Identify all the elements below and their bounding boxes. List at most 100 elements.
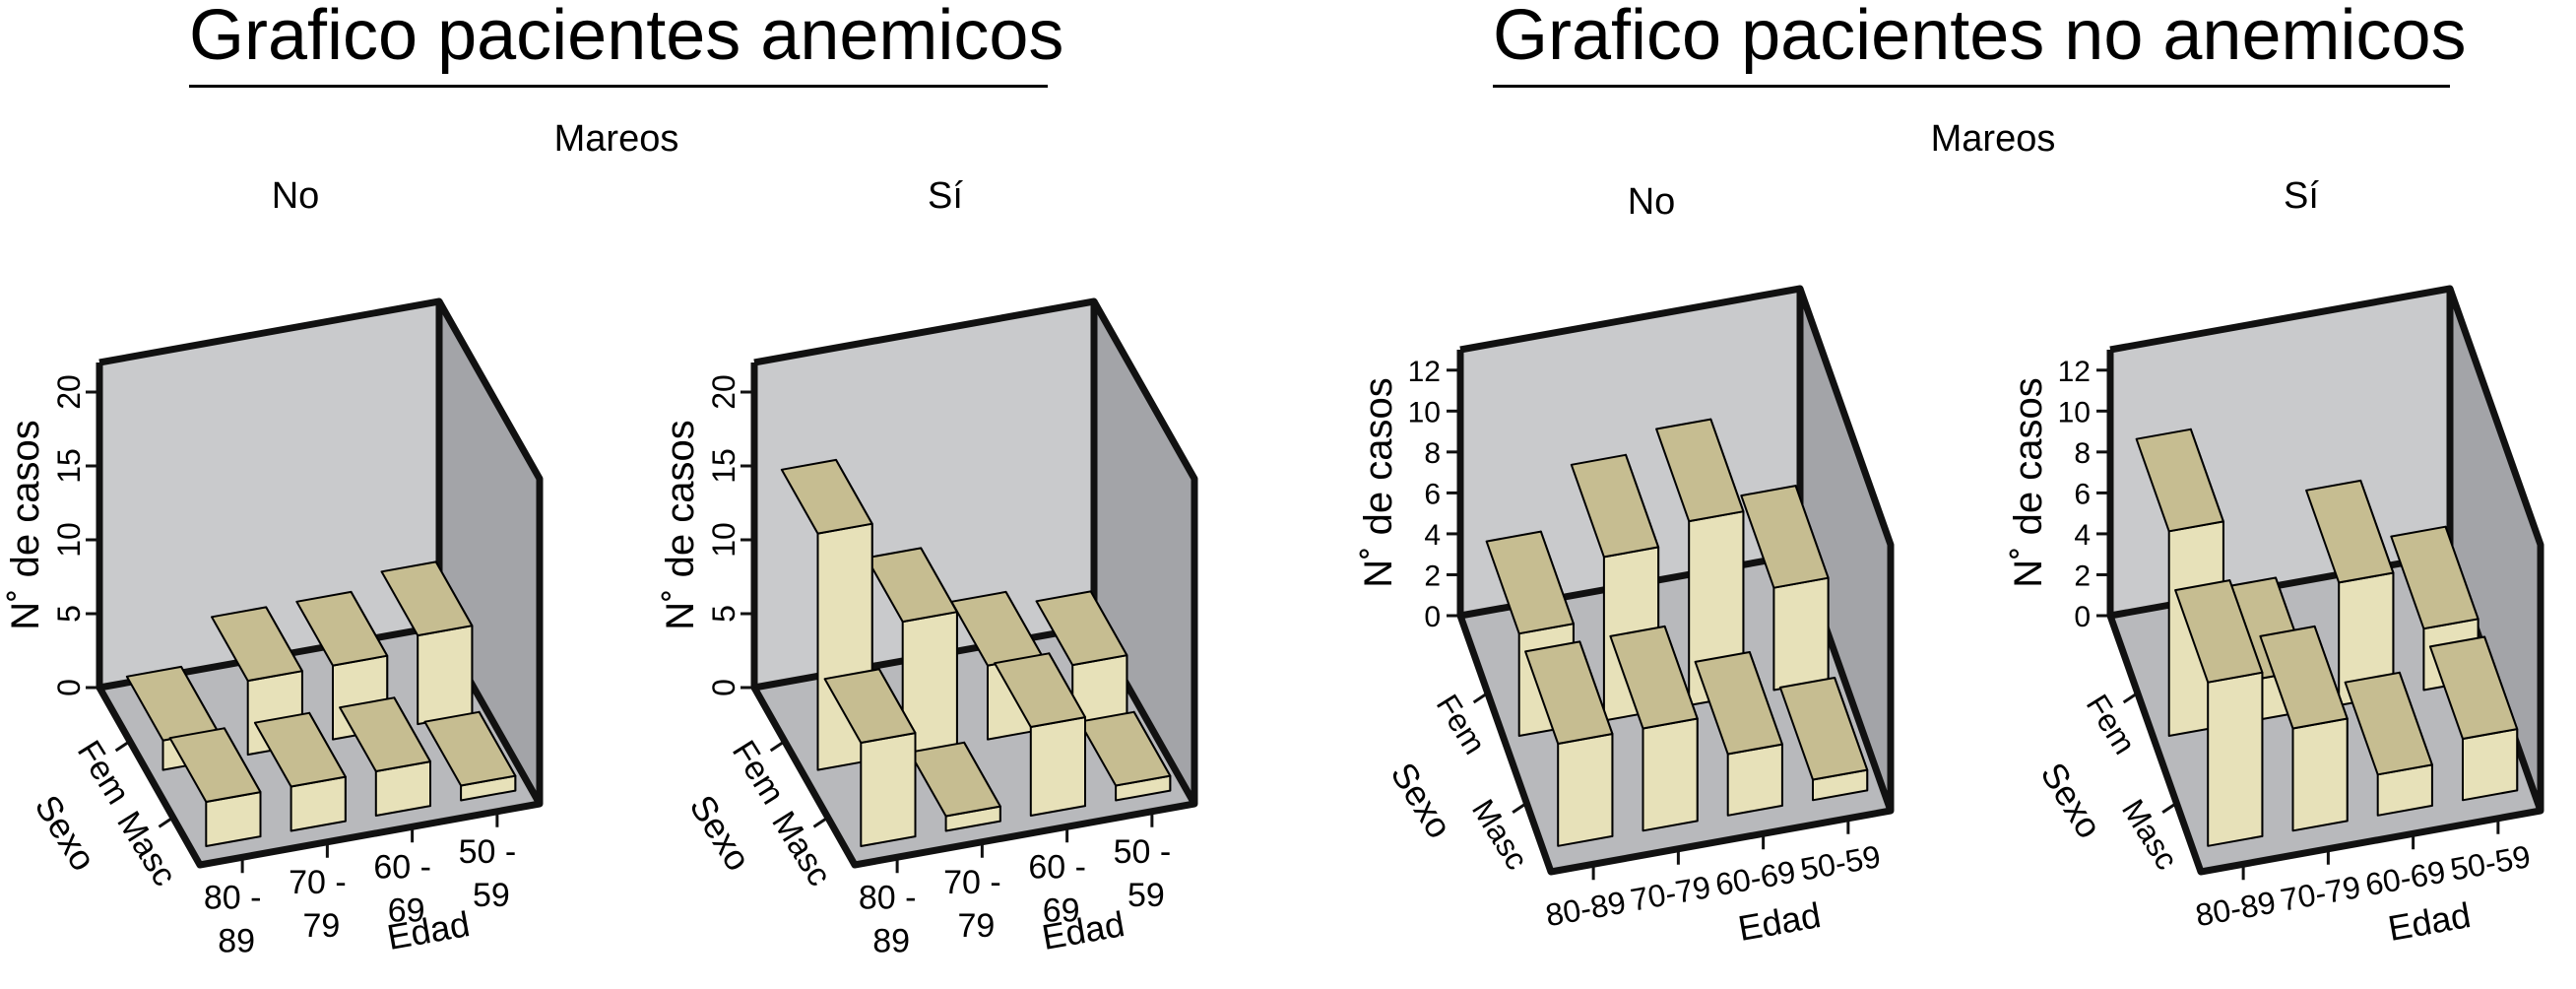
bar-masc-3 [1694,651,1783,817]
bar-masc-4 [423,710,517,802]
x-tick-label: 60-69 [1712,854,1798,903]
z-tick-label: Fem [725,734,792,811]
z-tick-label: Fem [1430,688,1493,759]
y-axis-title: N˚ de casos [4,420,47,629]
x-tick-label: 60 - 69 [373,848,431,929]
y-tick-label: 8 [1424,437,1441,470]
z-tick [2161,803,2175,815]
x-tick-label: 70-79 [2278,869,2363,918]
bar-front [2291,717,2349,832]
y-axis-title: N˚ de casos [659,420,702,629]
bar-top [2390,525,2479,630]
z-tick [158,818,172,828]
bar-top [1740,485,1830,589]
bar-top [168,727,262,803]
bar3d-chart-2: 0 5 10 15 20N˚ de casos 80 - 89 70 - 79 60 - 69 50 … [659,297,1198,959]
bar-masc-2 [908,741,1001,832]
x-tick-line: 80 - [204,879,262,916]
x-tick-line: 50 - [459,833,517,871]
floor-frame [2106,614,2542,876]
side-wall [1800,289,1891,811]
x-tick-line: 89 [218,922,255,959]
y-tick-label: 4 [1424,519,1441,552]
bar-top [339,696,431,772]
bar-front [1642,717,1699,832]
x-tick-line: 80 - [859,879,917,916]
bar-top [1035,590,1128,667]
y-tick-label: 20 [51,374,87,410]
bar-masc-3 [2344,671,2433,817]
x-tick-line: 60 - [1028,848,1086,886]
z-tick [114,741,129,753]
y-tick-label: 5 [706,605,741,623]
bar-masc-1 [823,668,917,847]
bar-fem-4 [1740,485,1830,692]
bar-top [2305,479,2395,584]
y-tick-label: 5 [51,605,87,623]
x-tick-label: 50 - 59 [459,833,517,914]
x-tick-label: 60 - 69 [1028,848,1086,929]
panel-label-anemicos-si: Sí [928,175,963,217]
bar-top [423,710,517,787]
z-axis-title: Sexo [27,788,103,878]
y-tick-label: 2 [2074,560,2091,592]
x-tick-label: 60-69 [2362,854,2448,903]
y-tick-label: 0 [51,679,87,696]
bar-front [860,732,917,847]
y-tick-label: 0 [706,679,741,696]
bar-top [295,590,389,667]
x-tick-label: 80 - 89 [859,879,917,959]
x-tick-label: 50 - 59 [1114,833,1172,914]
panel-label-no-anemicos-si: Sí [2284,175,2319,217]
side-frame [435,299,544,808]
x-tick-label: 70 - 79 [943,864,1001,945]
x-tick-label: 70-79 [1628,869,1713,918]
bar-top [2174,579,2264,684]
y-tick-label: 6 [1424,478,1441,510]
x-tick-label: 80-89 [1543,885,1629,934]
bar-masc-3 [994,652,1086,817]
x-tick-line: 60 - [373,848,431,886]
bar-masc-4 [1078,710,1172,802]
bar-top [1570,453,1660,559]
bar-masc-1 [1524,640,1614,847]
bar-masc-2 [2259,625,2349,832]
side-wall [1094,301,1194,804]
bar-top [1694,651,1783,756]
bar-front [1772,576,1830,692]
y-axis-title: N˚ de casos [1357,377,1400,587]
x-tick-line: 59 [1127,877,1165,914]
x-tick-label: 70 - 79 [289,864,347,945]
floor-frame [96,686,541,869]
x-tick-label: 50-59 [2448,838,2534,888]
bar-top [908,741,1001,818]
y-tick-label: 12 [1408,356,1441,388]
facet-label-anemicos: Mareos [553,118,679,160]
bar3d-chart-3: 0 2 4 6 8 10 12N˚ de casos 80-89 70-79 60-69 50-59… [1357,285,1895,949]
bar-front [2462,728,2519,802]
bar-front [1557,733,1614,847]
y-tick-label: 20 [706,374,741,410]
back-wall [99,301,439,688]
bar-fem-3 [1655,418,1745,706]
x-tick-line: 79 [957,907,995,945]
z-axis-title: Sexo [681,788,758,878]
y-tick-label: 15 [51,448,87,484]
side-frame [1090,299,1198,808]
bar-top [211,606,303,683]
bar3d-chart-1: 0 5 10 15 20N˚ de casos 80 - 89 70 - 79 60 - 69 50 … [4,297,544,959]
bar-top [2135,428,2224,533]
panel-label-no-anemicos-no: No [1627,181,1676,223]
x-axis-title: Edad [2385,894,2474,949]
bar-masc-1 [2174,579,2264,847]
z-tick [2122,692,2137,704]
bar-fem-3 [2305,479,2395,706]
x-tick-label: 50-59 [1798,838,1884,888]
bar-masc-2 [1609,625,1699,832]
x-tick-line: 69 [388,891,425,929]
bar-top [380,560,474,637]
bar-top [1524,640,1614,745]
y-tick-label: 10 [706,522,741,558]
z-tick [769,741,784,753]
